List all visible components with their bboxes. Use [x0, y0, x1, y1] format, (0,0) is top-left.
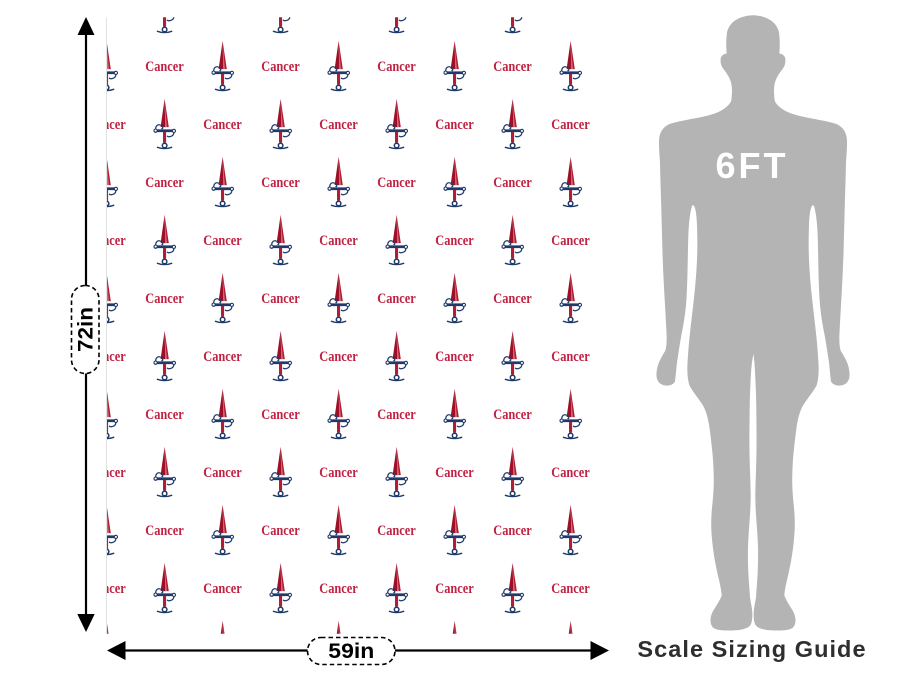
- svg-text:Cancer: Cancer: [261, 59, 300, 75]
- svg-text:Cancer: Cancer: [377, 407, 416, 423]
- svg-text:Cancer: Cancer: [145, 523, 184, 539]
- svg-text:Cancer: Cancer: [145, 291, 184, 307]
- svg-text:Cancer: Cancer: [493, 639, 532, 655]
- svg-text:6FT: 6FT: [715, 145, 788, 186]
- svg-text:Cancer: Cancer: [435, 349, 474, 365]
- svg-text:Cancer: Cancer: [551, 233, 590, 249]
- svg-text:Cancer: Cancer: [261, 291, 300, 307]
- svg-text:Cancer: Cancer: [87, 1, 126, 17]
- svg-text:Cancer: Cancer: [145, 175, 184, 191]
- svg-text:Cancer: Cancer: [377, 291, 416, 307]
- svg-text:Cancer: Cancer: [145, 59, 184, 75]
- svg-text:Cancer: Cancer: [87, 465, 126, 481]
- svg-text:Cancer: Cancer: [261, 175, 300, 191]
- svg-text:Cancer: Cancer: [377, 175, 416, 191]
- svg-text:59in: 59in: [328, 640, 374, 663]
- svg-text:Cancer: Cancer: [493, 175, 532, 191]
- svg-text:Cancer: Cancer: [203, 233, 242, 249]
- svg-text:Cancer: Cancer: [435, 117, 474, 133]
- svg-text:Cancer: Cancer: [145, 639, 184, 655]
- svg-text:Cancer: Cancer: [203, 465, 242, 481]
- svg-text:Cancer: Cancer: [435, 465, 474, 481]
- svg-text:Cancer: Cancer: [551, 581, 590, 597]
- svg-text:Cancer: Cancer: [319, 581, 358, 597]
- svg-text:72in: 72in: [74, 307, 97, 352]
- svg-text:Cancer: Cancer: [551, 465, 590, 481]
- svg-text:Cancer: Cancer: [493, 523, 532, 539]
- svg-text:Cancer: Cancer: [145, 407, 184, 423]
- svg-text:Cancer: Cancer: [261, 407, 300, 423]
- svg-text:Cancer: Cancer: [319, 233, 358, 249]
- svg-text:Scale Sizing Guide: Scale Sizing Guide: [637, 636, 866, 662]
- svg-text:Cancer: Cancer: [493, 407, 532, 423]
- svg-text:Cancer: Cancer: [377, 523, 416, 539]
- svg-text:Cancer: Cancer: [261, 639, 300, 655]
- svg-text:Cancer: Cancer: [319, 1, 358, 17]
- svg-text:Cancer: Cancer: [377, 59, 416, 75]
- svg-text:Cancer: Cancer: [435, 1, 474, 17]
- svg-text:Cancer: Cancer: [203, 1, 242, 17]
- svg-text:Cancer: Cancer: [493, 291, 532, 307]
- svg-text:Cancer: Cancer: [551, 349, 590, 365]
- svg-text:Cancer: Cancer: [87, 117, 126, 133]
- svg-text:Cancer: Cancer: [435, 233, 474, 249]
- svg-text:Cancer: Cancer: [203, 117, 242, 133]
- svg-text:Cancer: Cancer: [87, 349, 126, 365]
- svg-text:Cancer: Cancer: [203, 581, 242, 597]
- svg-text:Cancer: Cancer: [87, 581, 126, 597]
- svg-text:Cancer: Cancer: [551, 1, 590, 17]
- svg-text:Cancer: Cancer: [319, 349, 358, 365]
- svg-text:Cancer: Cancer: [551, 117, 590, 133]
- svg-text:Cancer: Cancer: [203, 349, 242, 365]
- svg-text:Cancer: Cancer: [493, 59, 532, 75]
- svg-text:Cancer: Cancer: [435, 581, 474, 597]
- svg-text:Cancer: Cancer: [261, 523, 300, 539]
- svg-text:Cancer: Cancer: [319, 465, 358, 481]
- svg-text:Cancer: Cancer: [319, 117, 358, 133]
- svg-text:Cancer: Cancer: [87, 233, 126, 249]
